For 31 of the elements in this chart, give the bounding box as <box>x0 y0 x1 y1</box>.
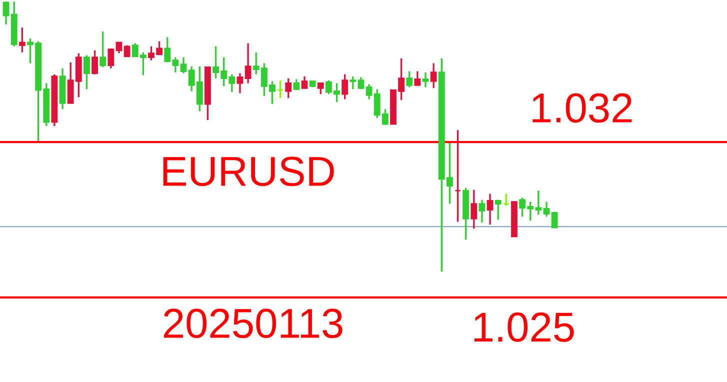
ref-line-label: 1.032 <box>532 93 632 123</box>
candlestick <box>406 70 413 88</box>
candlestick <box>502 192 510 207</box>
candlestick <box>180 56 187 74</box>
candlestick <box>478 198 486 224</box>
candlestick <box>422 72 429 88</box>
candlestick <box>350 76 356 90</box>
candlestick <box>18 26 26 54</box>
annotation: EURUSD <box>163 156 334 186</box>
annotation: 20250113 <box>164 308 342 338</box>
candlestick <box>486 192 494 226</box>
candlestick <box>108 48 114 70</box>
candlestick <box>543 200 550 218</box>
candlestick <box>430 62 437 89</box>
ref-line-label: 1.025 <box>474 312 574 342</box>
candlestick <box>100 30 106 68</box>
candlestick <box>494 198 502 221</box>
candlestick <box>414 70 421 86</box>
candlestick <box>454 129 461 223</box>
candlestick <box>84 54 90 90</box>
candlestick <box>236 72 244 94</box>
candlestick <box>551 210 558 228</box>
candlestick <box>116 42 122 54</box>
candlestick <box>342 74 348 100</box>
candlestick <box>244 42 252 84</box>
candlestick <box>317 82 324 95</box>
candlestick <box>301 76 308 89</box>
candlestick <box>470 188 478 230</box>
candlestick <box>92 50 98 76</box>
candlestick <box>277 80 284 99</box>
candlestick <box>285 78 292 99</box>
